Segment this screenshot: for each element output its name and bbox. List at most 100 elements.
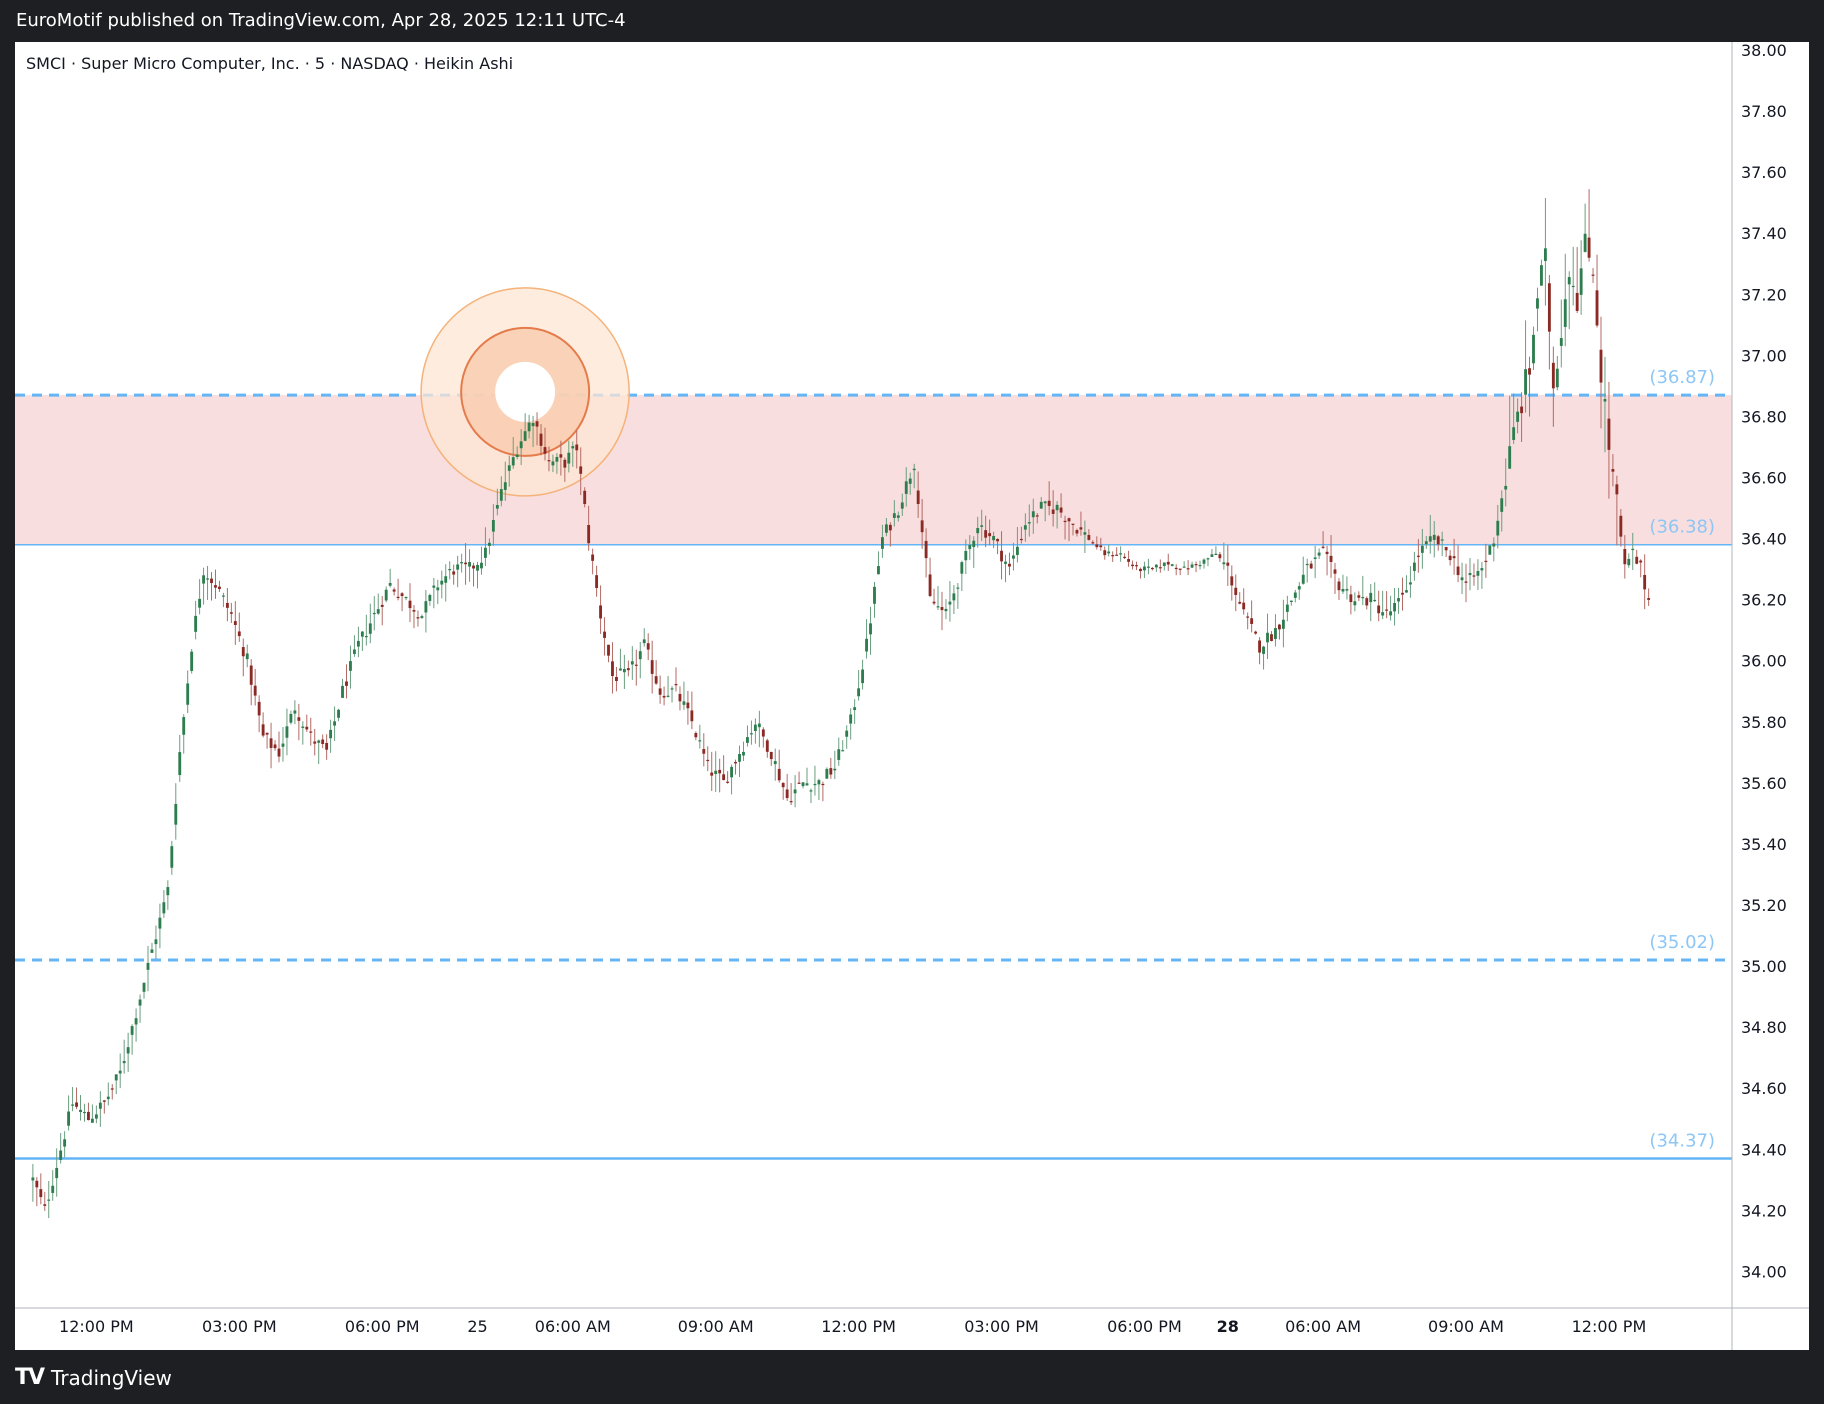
candle-body: [726, 781, 730, 783]
candle-body: [908, 478, 912, 484]
y-tick-label: 36.80: [1741, 407, 1787, 426]
candle-body: [710, 772, 714, 776]
candle-body: [996, 538, 999, 542]
candle-body: [305, 726, 309, 730]
candle-body: [372, 612, 376, 615]
candle-body: [94, 1114, 98, 1119]
x-tick-label: 06:00 AM: [1285, 1317, 1361, 1336]
candle-body: [253, 685, 257, 696]
candle-body: [1067, 518, 1071, 522]
candle-body: [666, 695, 670, 697]
candle-body: [626, 668, 630, 671]
candle-body: [480, 562, 483, 569]
candle-body: [1317, 552, 1321, 556]
candle-body: [221, 595, 225, 597]
candle-body: [742, 751, 745, 756]
candle-body: [825, 768, 829, 779]
candle-body: [1409, 582, 1412, 585]
candle-body: [595, 575, 599, 589]
candle-body: [1051, 509, 1055, 514]
candle-body: [1115, 554, 1119, 556]
candle-body: [773, 761, 777, 765]
candle-body: [650, 660, 654, 674]
candle-body: [853, 707, 857, 711]
candle-body: [90, 1118, 94, 1123]
candle-body: [1123, 556, 1127, 559]
candle-body: [452, 571, 456, 575]
candle-body: [154, 939, 158, 945]
candle-body: [761, 729, 765, 737]
candle-body: [674, 684, 678, 686]
candle-body: [690, 710, 694, 722]
candle-body: [1643, 574, 1647, 590]
candle-body: [249, 665, 253, 685]
candle-body: [1504, 485, 1508, 490]
candle-body: [654, 676, 658, 684]
candle-body: [1222, 562, 1226, 565]
candle-body: [1468, 573, 1472, 576]
candle-body: [738, 754, 741, 762]
candle-body: [1079, 527, 1083, 530]
candle-body: [1365, 598, 1369, 606]
candle-body: [1500, 498, 1504, 512]
candle-body: [873, 586, 876, 604]
candle-body: [146, 962, 150, 970]
candle-body: [1119, 553, 1123, 555]
candle-body: [523, 431, 527, 441]
candle-body: [1250, 618, 1254, 624]
candle-body: [424, 601, 428, 613]
candle-body: [158, 917, 162, 929]
candle-body: [1635, 556, 1639, 564]
candle-body: [67, 1111, 71, 1126]
candle-body: [1039, 501, 1043, 509]
candle-body: [233, 621, 237, 625]
y-tick-label: 37.80: [1741, 102, 1787, 121]
candle-body: [444, 576, 448, 583]
y-tick-label: 37.60: [1741, 163, 1787, 182]
candle-body: [714, 770, 718, 774]
candle-body: [746, 737, 749, 743]
candle-body: [682, 701, 686, 705]
resistance-zone[interactable]: [15, 395, 1732, 545]
candle-body: [321, 739, 325, 745]
candle-body: [1563, 299, 1567, 327]
candle-body: [170, 846, 174, 868]
candle-body: [1540, 265, 1543, 286]
candle-body: [503, 482, 507, 490]
candle-body: [1532, 334, 1535, 364]
candle-body: [944, 608, 948, 612]
candle-body: [1186, 568, 1190, 570]
candle-body: [1464, 581, 1468, 583]
candle-body: [1619, 515, 1623, 537]
candle-body: [87, 1111, 90, 1121]
candle-body: [1154, 564, 1158, 568]
candle-body: [368, 623, 372, 634]
candle-body: [491, 519, 495, 532]
candle-body: [1508, 446, 1512, 469]
candle-body: [559, 454, 563, 458]
candle-body: [265, 732, 269, 735]
candle-body: [607, 644, 610, 656]
candle-body: [1202, 559, 1206, 564]
candle-body: [297, 717, 301, 721]
candle-body: [329, 729, 333, 739]
candle-body: [289, 713, 293, 723]
candle-body: [1099, 545, 1103, 548]
candle-body: [1381, 612, 1385, 616]
candle-body: [1420, 545, 1424, 553]
candle-body: [1337, 581, 1341, 591]
price-chart[interactable]: 38.00 37.80 37.60 37.40 37.20 37.00 36.80 36.60…: [15, 42, 1809, 1350]
candle-body: [785, 789, 789, 799]
candle-body: [1285, 604, 1289, 612]
candle-body: [1472, 575, 1476, 577]
candle-body: [293, 710, 297, 714]
chart-panel[interactable]: 38.00 37.80 37.60 37.40 37.20 37.00 36.80 36.60…: [15, 42, 1809, 1350]
candle-body: [1146, 566, 1150, 568]
candle-body: [936, 606, 940, 608]
candle-body: [1111, 555, 1115, 557]
candle-body: [988, 533, 992, 537]
y-tick-label: 35.60: [1741, 774, 1787, 793]
candle-body: [380, 604, 384, 607]
candle-body: [1230, 576, 1234, 586]
candle-body: [499, 489, 503, 501]
